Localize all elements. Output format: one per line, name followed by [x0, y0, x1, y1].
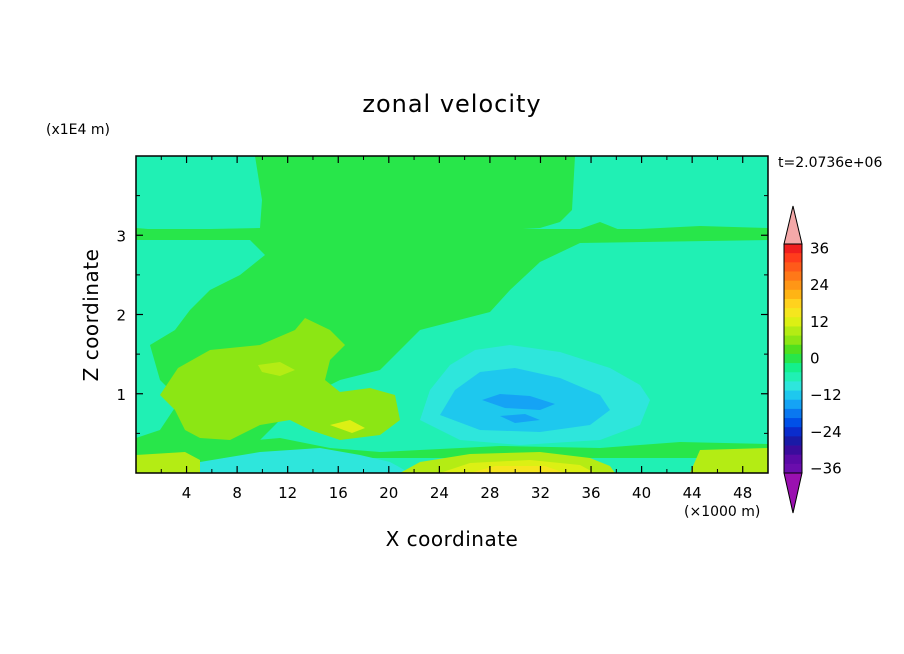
colorbar-swatch [784, 335, 802, 346]
surface-positive-left [136, 452, 200, 473]
x-axis-unit: (×1000 m) [684, 504, 760, 520]
colorbar-label: 24 [810, 276, 829, 294]
x-tick-label: 4 [182, 484, 192, 502]
y-tick-label: 1 [116, 386, 126, 404]
colorbar-swatch [784, 317, 802, 327]
colorbar-swatch [784, 308, 802, 318]
time-label: t=2.0736e+06 [778, 155, 882, 171]
colorbar-under-arrow [783, 472, 803, 514]
contour-field [136, 156, 768, 473]
colorbar-swatch [784, 344, 802, 355]
colorbar-label: −36 [810, 459, 842, 477]
left-jet-core [258, 362, 295, 376]
chart-title: zonal velocity [362, 90, 541, 118]
y-axis-title: Z coordinate [79, 249, 103, 382]
negative-cell-inner [482, 394, 555, 410]
colorbar-swatch [784, 408, 802, 419]
colorbar-label: 0 [810, 350, 820, 368]
x-tick-label: 36 [581, 484, 600, 502]
colorbar-swatch [784, 427, 802, 437]
colorbar-swatch [784, 363, 802, 373]
surface-negative-left [200, 448, 410, 473]
y-axis-ticks: 1 2 3 [116, 195, 768, 434]
x-tick-label: 48 [733, 484, 752, 502]
colorbar-swatch [784, 463, 802, 474]
colorbar-swatch [784, 262, 802, 272]
y-tick-label: 3 [116, 227, 126, 245]
colorbar-swatch [784, 353, 802, 364]
surface-positive-right [690, 448, 768, 473]
negative-cell-inner-2 [500, 414, 540, 423]
colorbar-swatch [784, 271, 802, 282]
x-tick-label: 8 [232, 484, 242, 502]
x-axis-ticks: 4 8 12 16 20 24 28 32 36 40 44 48 [160, 156, 752, 502]
colorbar-swatch [784, 289, 802, 300]
x-tick-label: 32 [531, 484, 550, 502]
colorbar-swatch [784, 399, 802, 410]
colorbar-label: −24 [810, 423, 842, 441]
x-tick-label: 44 [683, 484, 702, 502]
colorbar-swatch [784, 298, 802, 309]
colorbar-swatch [784, 253, 802, 263]
colorbar-swatch [784, 454, 802, 465]
x-tick-label: 12 [278, 484, 297, 502]
colorbar-swatch [784, 390, 802, 401]
y-axis-unit: (x1E4 m) [46, 122, 110, 138]
left-jet [160, 318, 400, 440]
y-tick-label: 2 [116, 307, 126, 325]
colorbar-swatch [784, 372, 802, 382]
x-tick-label: 40 [632, 484, 651, 502]
colorbar-swatch [784, 418, 802, 428]
x-tick-label: 24 [430, 484, 449, 502]
x-tick-label: 28 [480, 484, 499, 502]
colorbar: 36 24 12 0 −12 −24 −36 [783, 205, 842, 514]
colorbar-swatch [784, 244, 802, 254]
colorbar-swatch [784, 326, 802, 336]
colorbar-swatch [784, 445, 802, 456]
colorbar-swatch [784, 381, 802, 391]
colorbar-label: −12 [810, 386, 842, 404]
colorbar-label: 36 [810, 240, 829, 258]
colorbar-over-arrow [783, 205, 803, 245]
surface-band-peak [470, 466, 565, 473]
colorbar-label: 12 [810, 313, 829, 331]
colorbar-swatch [784, 436, 802, 446]
x-tick-label: 20 [379, 484, 398, 502]
x-axis-title: X coordinate [386, 527, 519, 551]
x-tick-label: 16 [329, 484, 348, 502]
band-z3 [136, 229, 768, 240]
colorbar-swatch [784, 280, 802, 291]
left-jet-spot [330, 420, 365, 433]
